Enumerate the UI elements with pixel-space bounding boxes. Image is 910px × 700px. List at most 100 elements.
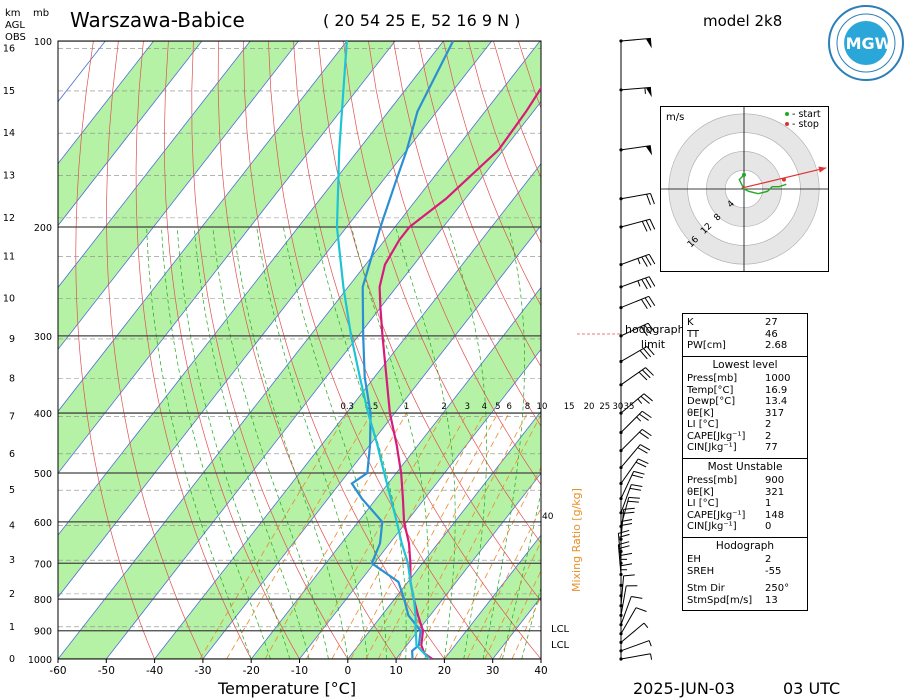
wind-barb — [619, 574, 635, 608]
mixing-ratio-tick-label: 1 — [404, 402, 409, 412]
wind-barbs — [617, 37, 656, 661]
pressure-tick-label: 1000 — [28, 655, 52, 666]
isotherm-line — [58, 41, 154, 165]
index-row: θE[K] 317 — [687, 408, 803, 420]
time-label: 03 UTC — [783, 679, 840, 698]
mixing-ratio-tick-label: 3 — [465, 402, 470, 412]
dry-adiabat — [191, 41, 349, 659]
wind-barb — [619, 295, 656, 310]
x-tick-label: -10 — [291, 665, 308, 677]
wind-barb — [619, 470, 645, 501]
index-label: K — [687, 317, 694, 328]
hodograph-start-point — [742, 172, 746, 177]
index-row: LI [°C] 1 — [687, 498, 803, 510]
index-row: Press[mb] 900 — [687, 475, 803, 487]
index-label: θE[K] — [687, 486, 714, 498]
mixing-ratio-tick-label: 8 — [525, 402, 530, 412]
wind-barb — [619, 653, 653, 661]
pressure-tick-label: 500 — [34, 469, 52, 480]
hodograph-unit: m/s — [666, 112, 684, 123]
mixing-ratio-tick-label: 6 — [506, 402, 511, 412]
index-row: LI [°C] 2 — [687, 419, 803, 431]
indices-hodograph: Hodograph EH 2 SREH -55 Stm Dir 250° StmSpd[m/… — [683, 538, 807, 611]
isotherm-line — [250, 286, 541, 659]
wind-barb — [619, 607, 647, 636]
wind-barb — [619, 193, 655, 205]
isotherm-line — [58, 41, 444, 536]
profile-parcel-line — [335, 41, 431, 659]
index-label: SREH — [687, 565, 715, 577]
height-tick-label: 12 — [3, 213, 15, 224]
moist-adiabat — [161, 227, 271, 659]
index-row: CIN[Jkg⁻¹] 0 — [687, 521, 803, 533]
isotherm-line — [58, 41, 203, 227]
storm-motion-point — [781, 177, 786, 182]
pressure-tick-label: 900 — [34, 627, 52, 638]
pressure-tick-label: 400 — [34, 409, 52, 420]
wind-barb — [619, 322, 656, 338]
height-tick-label: 11 — [3, 252, 15, 263]
stop-marker — [785, 122, 789, 126]
wind-barb — [619, 444, 651, 470]
index-label: LI [°C] — [687, 498, 719, 509]
isotherm-line — [58, 41, 541, 659]
height-tick-label: 2 — [9, 589, 15, 600]
index-row: Press[mb] 1000 — [687, 373, 803, 385]
profile-temperature-line — [378, 86, 541, 659]
index-label: TT — [687, 328, 700, 340]
station-coords: ( 20 54 25 E, 52 16 9 N ) — [323, 11, 520, 30]
index-row: PW[cm] 2.68 — [687, 340, 803, 352]
mixing-ratio-tick-label: 30 — [612, 402, 623, 412]
x-tick-label: 40 — [534, 665, 547, 677]
wind-barb — [619, 585, 638, 617]
dry-adiabat — [268, 41, 493, 659]
storm-motion-arrowhead — [818, 166, 827, 173]
index-label: CIN[Jkg⁻¹] — [687, 442, 737, 453]
x-tick-label: -60 — [49, 665, 66, 677]
mixing-ratio-tick-label: 25 — [599, 402, 610, 412]
moist-adiabat — [395, 226, 456, 659]
index-label: EH — [687, 554, 701, 565]
imgw-logo: IMGW — [828, 5, 904, 81]
height-tick-label: 16 — [3, 44, 15, 55]
mixing-ratio-tick-label: 10 — [537, 402, 548, 412]
wind-barb — [619, 410, 652, 435]
axis-header-obs: OBS — [5, 32, 26, 43]
date-label: 2025-JUN-03 — [633, 679, 735, 698]
moist-adiabat — [146, 227, 252, 659]
index-value: 2.68 — [765, 340, 788, 351]
lowest-level-title: Lowest level — [712, 358, 778, 371]
hodograph-limit-line2: limit — [640, 338, 666, 351]
most-unstable-title: Most Unstable — [707, 460, 783, 473]
isotherm-line — [444, 534, 541, 659]
index-label: CAPE[Jkg⁻¹] — [687, 430, 746, 442]
hodograph-title: Hodograph — [715, 539, 775, 552]
x-tick-label: -50 — [98, 665, 115, 677]
x-tick-label: -20 — [243, 665, 260, 677]
height-tick-label: 10 — [3, 293, 15, 304]
model-label: model 2k8 — [703, 12, 782, 30]
index-value: 321 — [765, 486, 785, 498]
moist-adiabat — [193, 227, 310, 659]
height-tick-label: 13 — [3, 171, 15, 182]
dry-adiabat — [135, 41, 252, 659]
mixing-ratio-tick-label: 0.5 — [365, 402, 379, 412]
index-label: CAPE[Jkg⁻¹] — [687, 509, 746, 521]
isotherm-line — [202, 224, 541, 659]
hodograph-limit-line1: hodograph — [625, 323, 685, 336]
dry-adiabat — [217, 41, 397, 659]
index-row: K 27 — [687, 317, 803, 329]
moist-adiabat — [314, 226, 407, 659]
index-value: 1000 — [765, 373, 791, 384]
wind-barb — [619, 346, 655, 364]
lcl-label-2: LCL — [551, 640, 570, 651]
index-label: StmSpd[m/s] — [687, 594, 753, 606]
mixing-ratio-tick-label: 35 — [624, 402, 635, 412]
index-label: LI [°C] — [687, 419, 719, 430]
height-tick-label: 3 — [9, 555, 15, 566]
index-row: TT 46 — [687, 329, 803, 341]
isotherm-line — [347, 410, 541, 659]
indices-table: K 27 TT 46 PW[cm] 2.68 Lowest level Press[mb]… — [682, 313, 808, 611]
height-tick-label: 0 — [9, 654, 15, 665]
index-value: 148 — [765, 509, 785, 521]
